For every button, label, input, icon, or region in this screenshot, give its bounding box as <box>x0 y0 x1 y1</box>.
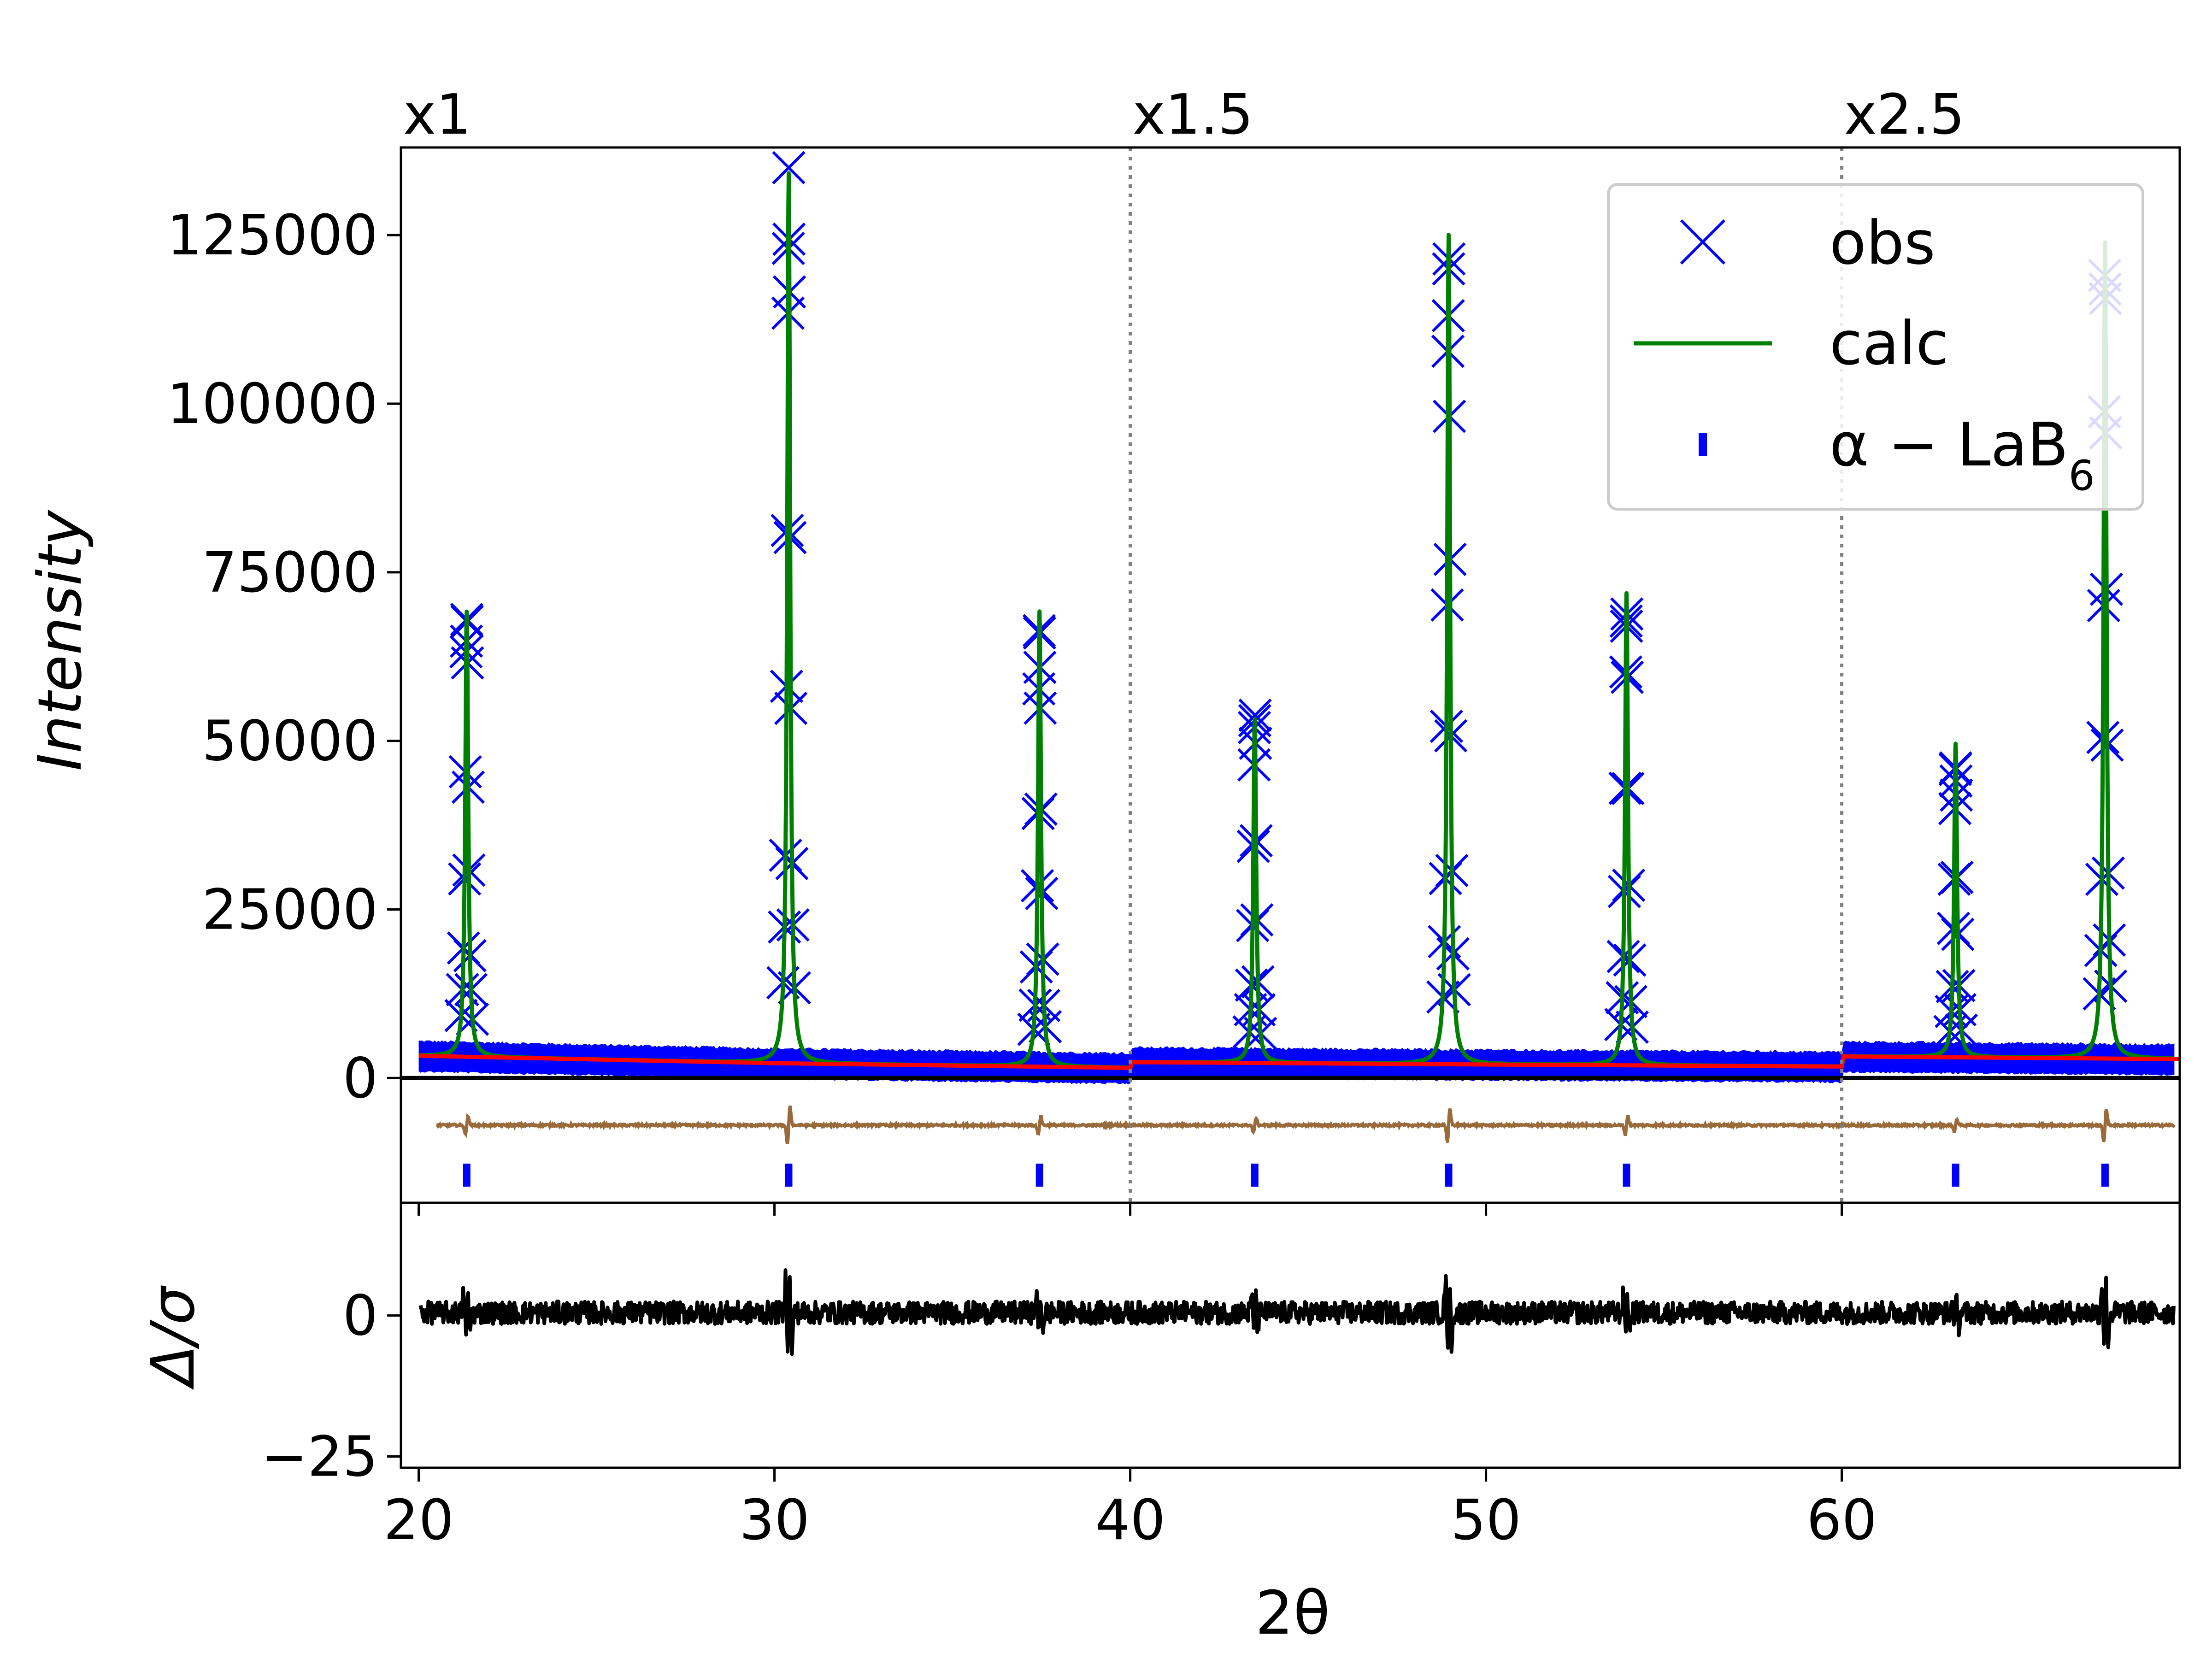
y-axis-label-top: Intensity <box>25 509 95 771</box>
residual-curve <box>418 1268 2176 1356</box>
x-tick-label: 20 <box>383 1488 454 1553</box>
reflection-tick <box>785 1164 793 1187</box>
y-axis-label-bottom: Δ/σ <box>138 1285 208 1390</box>
legend-phase-subscript: 6 <box>2069 452 2095 500</box>
y-tick-label-top: 100000 <box>167 372 378 436</box>
reflection-tick <box>1952 1164 1959 1187</box>
legend-calc-label: calc <box>1830 308 1949 378</box>
top-panel-data <box>401 151 2180 1187</box>
difference-curve <box>435 1105 2176 1144</box>
y-tick-label-top: 75000 <box>202 541 378 605</box>
legend-phase-marker <box>1699 433 1707 456</box>
bottom-axes-frame <box>400 1201 2181 1469</box>
tick-labels: x1 x1.5 x2.5 0 25000 50000 75000 100000 125000 0 −… <box>167 83 1965 1553</box>
x-tick-label: 60 <box>1806 1488 1877 1553</box>
legend-frame <box>1607 183 2144 511</box>
background-line <box>418 1053 2180 1070</box>
reflection-tick <box>1251 1164 1259 1187</box>
y-tick-label-top: 125000 <box>167 204 378 268</box>
legend-obs-label: obs <box>1830 208 1936 278</box>
y-tick-label-bottom: −25 <box>261 1425 378 1489</box>
reflection-tick <box>2101 1164 2109 1187</box>
y-tick-label-bottom: 0 <box>343 1284 378 1348</box>
scale-label-1: x1 <box>403 83 471 147</box>
y-tick-label-top: 25000 <box>202 878 378 942</box>
x-tick-label: 40 <box>1095 1488 1165 1553</box>
obs-marker <box>772 151 806 185</box>
legend: obs calc α − LaB6 <box>1607 183 2144 511</box>
x-axis-label: 2θ <box>1255 1578 1330 1648</box>
obs-marker <box>1238 698 1272 732</box>
x-tick-label: 30 <box>739 1488 810 1553</box>
y-tick-label-top: 0 <box>343 1047 378 1111</box>
legend-phase-text: α − LaB <box>1830 410 2069 480</box>
reflection-tick <box>463 1164 471 1187</box>
reflection-tick <box>1445 1164 1453 1187</box>
reflection-tick <box>1035 1164 1043 1187</box>
y-tick-label-top: 50000 <box>202 710 378 774</box>
bottom-panel-data <box>418 1268 2176 1356</box>
legend-obs-marker <box>1680 219 1726 265</box>
reflection-tick <box>1623 1164 1630 1187</box>
scale-label-3: x2.5 <box>1844 83 1965 147</box>
scale-label-2: x1.5 <box>1133 83 1253 147</box>
legend-phase-label: α − LaB6 <box>1830 410 2095 500</box>
x-tick-label: 50 <box>1451 1488 1521 1553</box>
